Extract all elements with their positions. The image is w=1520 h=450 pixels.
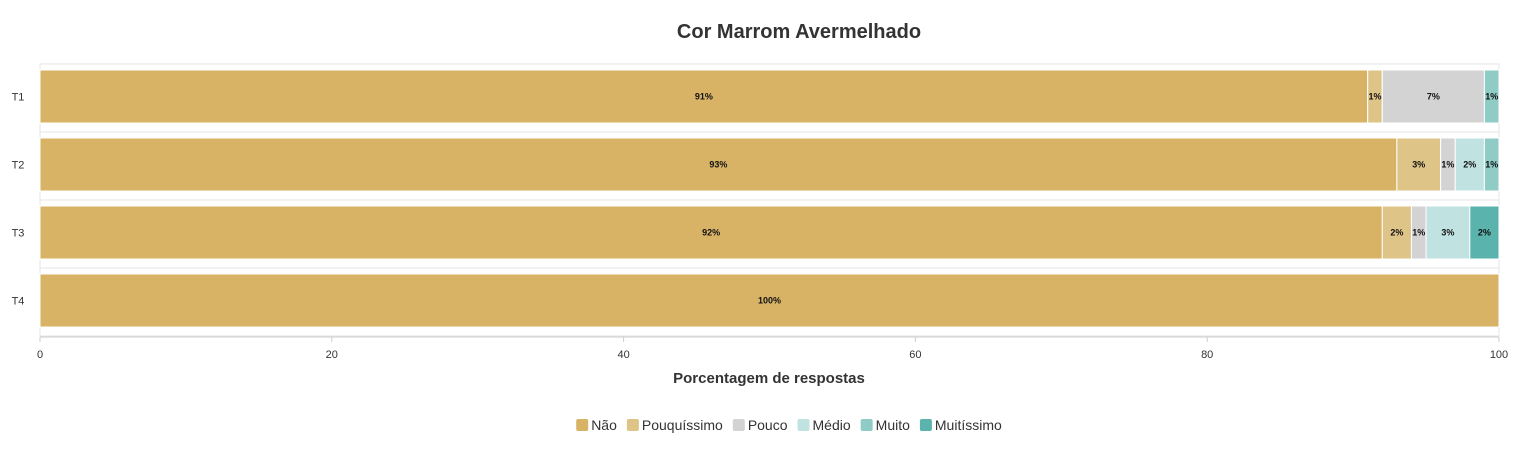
x-tick-label: 20	[326, 349, 338, 361]
legend-item[interactable]: Pouco	[732, 417, 788, 433]
legend-swatch	[797, 419, 810, 431]
bar-segment	[1454, 137, 1485, 192]
legend-label: Pouco	[748, 417, 788, 433]
legend-item[interactable]: Médio	[797, 417, 851, 433]
bar-segment	[39, 205, 1383, 260]
x-tick-label: 60	[909, 349, 921, 361]
data-label: 2%	[1463, 160, 1476, 170]
legend-item[interactable]: Pouquíssimo	[626, 417, 723, 433]
x-tick-label: 100	[1490, 349, 1508, 361]
legend-label: Médio	[813, 417, 851, 433]
y-tick-label: T3	[12, 228, 25, 240]
legend-swatch	[919, 419, 932, 431]
y-tick-label: T2	[12, 160, 25, 172]
legend-swatch	[732, 419, 745, 431]
x-tick-label: 80	[1201, 349, 1213, 361]
legend-swatch	[576, 419, 589, 431]
legend-label: Não	[591, 417, 617, 433]
data-label: 2%	[1478, 228, 1491, 238]
legend-item[interactable]: Muitíssimo	[919, 417, 1002, 433]
data-label: 1%	[1485, 92, 1498, 102]
bar-segment	[1396, 137, 1442, 192]
bar-segment	[39, 273, 1500, 328]
data-label: 93%	[709, 160, 727, 170]
bar-segment	[39, 137, 1398, 192]
bar-segment	[39, 69, 1369, 124]
data-label: 1%	[1441, 160, 1454, 170]
x-tick-label: 40	[617, 349, 629, 361]
x-axis: 0 20 40 60 80 100	[37, 336, 1508, 361]
bar-segment	[1483, 69, 1500, 124]
data-label: 7%	[1427, 92, 1440, 102]
legend-item[interactable]: Muito	[860, 417, 910, 433]
legend-label: Muito	[876, 417, 910, 433]
y-tick-label: T1	[12, 92, 25, 104]
x-axis-label: Porcentagem de respostas	[673, 370, 865, 387]
data-label: 1%	[1485, 160, 1498, 170]
y-tick-label: T4	[12, 296, 25, 308]
legend-swatch	[860, 419, 873, 431]
plot-area: T1 91% 1% 7% 1% T2 93% 3% 1% 2% 1% T3 92% 2% 1% 3% 2% T4 1…	[12, 63, 1500, 337]
data-label: 1%	[1412, 228, 1425, 238]
legend-item[interactable]: Não	[576, 417, 617, 433]
data-label: 1%	[1368, 92, 1381, 102]
data-label: 91%	[695, 92, 713, 102]
legend-label: Muitíssimo	[935, 417, 1002, 433]
data-label: 3%	[1412, 160, 1425, 170]
data-label: 100%	[758, 296, 781, 306]
data-label: 3%	[1441, 228, 1454, 238]
x-tick-label: 0	[37, 349, 43, 361]
bar-segment	[1483, 137, 1500, 192]
data-label: 92%	[702, 228, 720, 238]
data-label: 2%	[1390, 228, 1403, 238]
legend: Não Pouquíssimo Pouco Médio Muito Muitíssimo	[576, 417, 1002, 433]
bar-segment	[1381, 205, 1412, 260]
bar-segment	[1469, 205, 1500, 260]
legend-swatch	[626, 419, 639, 431]
chart-title: Cor Marrom Avermelhado	[677, 21, 921, 43]
legend-label: Pouquíssimo	[642, 417, 723, 433]
